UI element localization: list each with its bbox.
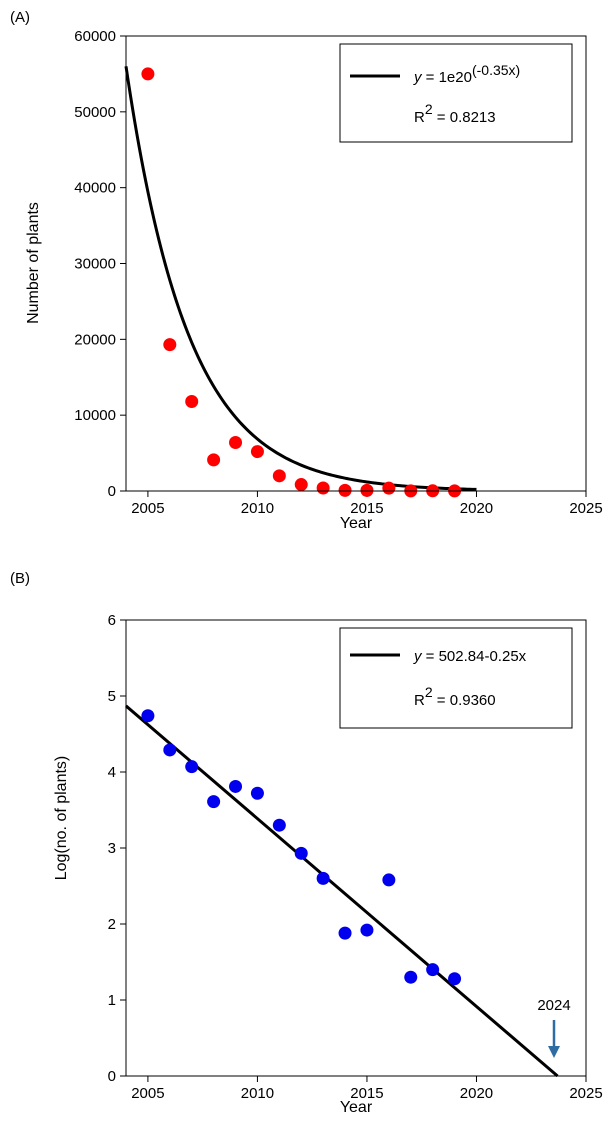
panel-a-data-point: [250, 445, 264, 459]
panel-a-data-point: [338, 483, 352, 497]
panel-a-legend-equation: y = 1e20(-0.35x): [413, 62, 520, 86]
x-tick-label: 2020: [460, 500, 493, 517]
panel-b-data-point: [338, 926, 352, 940]
panel-a-ticks: 2005 2010 2015 2020 2025 0 10000 20000 30000 4000…: [74, 28, 602, 517]
panel-b-data-point: [185, 760, 199, 774]
panel-a-points: [141, 67, 462, 498]
panel-a-data-point: [316, 481, 330, 495]
y-tick-label: 30000: [74, 256, 116, 273]
panel-a-legend-r2: R2 = 0.8213: [414, 101, 496, 126]
panel-b-chart: (B) Log(no. of plants) Year 2005 2010 2015…: [10, 570, 603, 1116]
y-tick-label: 60000: [74, 28, 116, 45]
panel-b-legend-box: [339, 627, 573, 729]
annotation-2024-label: 2024: [537, 997, 570, 1014]
panel-a-chart: (A) Number of plants Year 2005 2010 2015 20…: [10, 9, 603, 532]
y-tick-label: 2: [108, 916, 116, 933]
panel-a-legend: y = 1e20(-0.35x) R2 = 0.8213: [339, 43, 573, 143]
y-tick-label: 6: [108, 612, 116, 629]
panel-a-plot-frame: [125, 35, 587, 492]
panel-a-fit-curve: [124, 66, 477, 491]
panel-b-data-point: [404, 970, 418, 984]
y-tick-label: 10000: [74, 407, 116, 424]
panel-b-data-point: [360, 923, 374, 937]
panel-a-data-point: [141, 67, 155, 81]
y-tick-label: 5: [108, 688, 116, 705]
x-tick-label: 2015: [350, 500, 383, 517]
panel-b-legend: y = 502.84-0.25x R2 = 0.9360: [339, 627, 573, 729]
panel-b-data-point: [250, 786, 264, 800]
y-tick-label: 50000: [74, 104, 116, 121]
panel-a-data-point: [294, 478, 308, 492]
panel-b-data-point: [272, 818, 286, 832]
panel-b-data-point: [294, 846, 308, 860]
panel-b-data-point: [426, 963, 440, 977]
panel-a-data-point: [382, 481, 396, 495]
panel-a-data-point: [185, 395, 199, 409]
panel-b-points: [141, 709, 462, 986]
panel-a-data-point: [360, 483, 374, 497]
y-tick-label: 1: [108, 992, 116, 1009]
x-tick-label: 2015: [350, 1085, 383, 1102]
x-tick-label: 2010: [241, 500, 274, 517]
x-tick-label: 2010: [241, 1085, 274, 1102]
x-tick-label: 2005: [131, 1085, 164, 1102]
panel-a-fit-line: [124, 66, 477, 491]
panel-b-data-point: [382, 873, 396, 887]
panel-b-data-point: [207, 795, 221, 809]
panel-b-y-axis-label: Log(no. of plants): [53, 756, 70, 881]
y-tick-label: 0: [108, 1068, 116, 1085]
y-tick-label: 4: [108, 764, 116, 781]
panel-b-legend-r2: R2 = 0.9360: [414, 684, 496, 709]
y-tick-label: 3: [108, 840, 116, 857]
x-tick-label: 2005: [131, 500, 164, 517]
panel-a-label: (A): [10, 9, 30, 26]
panel-a-legend-box: [339, 43, 573, 143]
panel-b-x-axis-label: Year: [340, 1099, 373, 1116]
y-tick-label: 0: [108, 483, 116, 500]
panel-b-data-point: [163, 743, 177, 757]
panel-b-annotation: 2024: [537, 997, 571, 1058]
panel-a-data-point: [229, 435, 243, 449]
panel-b-data-point: [229, 779, 243, 793]
panel-a-y-axis-label: Number of plants: [25, 202, 42, 324]
panel-b-label: (B): [10, 570, 30, 587]
annotation-arrow-down-icon: [548, 1046, 560, 1058]
panel-b-legend-equation: y = 502.84-0.25x: [413, 648, 527, 665]
panel-b-ticks: 2005 2010 2015 2020 2025 0 1 2 3 4 5 6: [108, 612, 603, 1102]
panel-b-data-point: [316, 871, 330, 885]
panel-a-x-axis-label: Year: [340, 515, 373, 532]
y-tick-label: 20000: [74, 331, 116, 348]
panel-b-plot-frame: [125, 619, 587, 1077]
x-tick-label: 2025: [569, 1085, 602, 1102]
x-tick-label: 2020: [460, 1085, 493, 1102]
panel-b-data-point: [448, 972, 462, 986]
x-tick-label: 2025: [569, 500, 602, 517]
y-tick-label: 40000: [74, 180, 116, 197]
panel-a-data-point: [163, 338, 177, 352]
panel-a-data-point: [207, 453, 221, 467]
panel-b-data-point: [141, 709, 155, 723]
panel-a-data-point: [272, 469, 286, 483]
